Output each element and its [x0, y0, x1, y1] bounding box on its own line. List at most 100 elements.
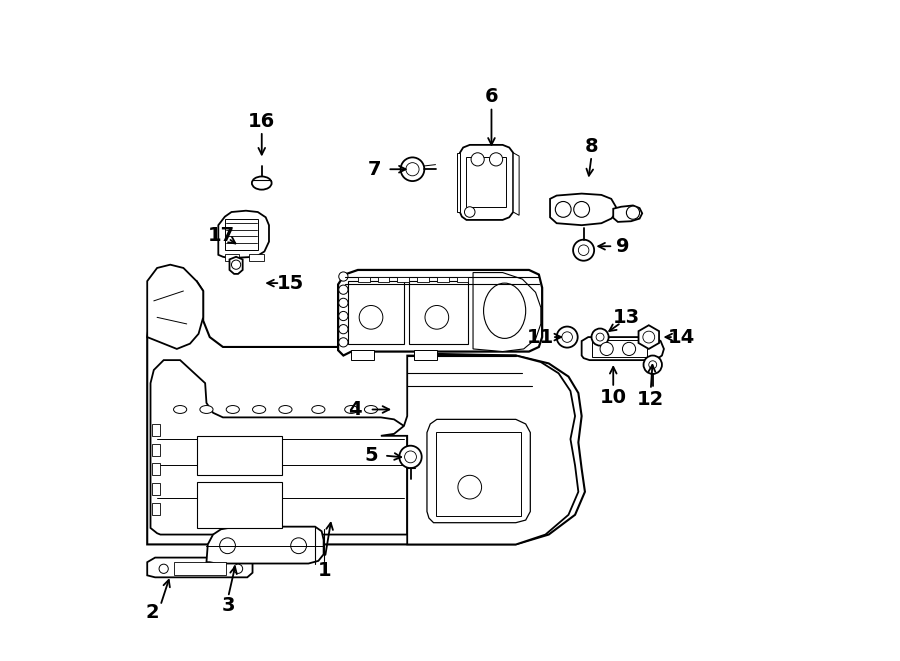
Text: 10: 10 — [599, 388, 626, 407]
Ellipse shape — [345, 406, 358, 413]
Bar — [196, 482, 283, 528]
Circle shape — [458, 475, 482, 499]
Text: 17: 17 — [207, 225, 235, 245]
Text: 14: 14 — [668, 328, 696, 346]
Bar — [225, 254, 239, 260]
Ellipse shape — [174, 406, 186, 413]
Bar — [591, 340, 647, 357]
Bar — [196, 436, 283, 475]
Text: 4: 4 — [347, 400, 362, 419]
Circle shape — [596, 333, 604, 341]
Polygon shape — [230, 256, 243, 274]
Bar — [436, 277, 449, 282]
Text: 8: 8 — [585, 137, 598, 156]
Bar — [152, 463, 160, 475]
Ellipse shape — [400, 157, 424, 181]
Circle shape — [338, 325, 348, 334]
Circle shape — [338, 338, 348, 347]
Ellipse shape — [253, 406, 266, 413]
Circle shape — [159, 564, 168, 573]
Circle shape — [591, 329, 608, 346]
Bar — [152, 503, 160, 515]
Polygon shape — [427, 419, 530, 523]
Circle shape — [643, 331, 654, 343]
Bar — [348, 281, 404, 344]
Circle shape — [573, 240, 594, 260]
Circle shape — [425, 305, 449, 329]
Bar — [378, 277, 390, 282]
Polygon shape — [638, 325, 659, 349]
Polygon shape — [581, 337, 664, 360]
Text: 13: 13 — [613, 308, 640, 327]
Text: 9: 9 — [616, 237, 629, 256]
Bar — [436, 432, 521, 516]
Circle shape — [573, 202, 590, 217]
Circle shape — [338, 272, 348, 281]
Circle shape — [626, 206, 640, 219]
Circle shape — [291, 538, 307, 554]
Polygon shape — [550, 194, 616, 225]
Bar — [152, 444, 160, 455]
Ellipse shape — [279, 406, 292, 413]
Circle shape — [338, 285, 348, 294]
Polygon shape — [460, 145, 513, 220]
Bar — [456, 277, 468, 282]
Text: 5: 5 — [364, 446, 378, 465]
Bar — [397, 277, 410, 282]
Bar — [466, 157, 506, 207]
Text: 3: 3 — [221, 596, 235, 615]
Circle shape — [338, 298, 348, 307]
Bar — [410, 281, 468, 344]
Ellipse shape — [252, 176, 272, 190]
Bar — [225, 219, 257, 251]
Polygon shape — [613, 206, 643, 222]
Ellipse shape — [311, 406, 325, 413]
Circle shape — [600, 342, 613, 356]
Bar — [249, 254, 264, 260]
Polygon shape — [148, 264, 203, 349]
Circle shape — [579, 245, 589, 255]
Circle shape — [359, 305, 382, 329]
Bar — [174, 563, 226, 575]
Circle shape — [623, 342, 635, 356]
Circle shape — [562, 332, 572, 342]
Bar — [358, 277, 370, 282]
Circle shape — [406, 163, 419, 176]
Ellipse shape — [200, 406, 213, 413]
Ellipse shape — [226, 406, 239, 413]
Bar — [414, 350, 436, 360]
Circle shape — [338, 311, 348, 321]
Text: 11: 11 — [527, 328, 554, 346]
Circle shape — [220, 538, 236, 554]
Circle shape — [556, 327, 578, 348]
Circle shape — [231, 260, 240, 269]
Text: 2: 2 — [146, 603, 159, 622]
Circle shape — [405, 451, 417, 463]
Circle shape — [464, 207, 475, 217]
Polygon shape — [148, 558, 253, 577]
Circle shape — [644, 356, 662, 374]
Text: 1: 1 — [318, 561, 332, 580]
Text: 16: 16 — [248, 112, 275, 131]
Ellipse shape — [483, 283, 526, 338]
Bar — [152, 424, 160, 436]
Text: 6: 6 — [485, 87, 499, 106]
Circle shape — [555, 202, 572, 217]
Polygon shape — [148, 278, 585, 545]
Bar — [351, 350, 374, 360]
Text: 12: 12 — [637, 390, 664, 409]
Circle shape — [471, 153, 484, 166]
Polygon shape — [473, 272, 541, 352]
Polygon shape — [219, 211, 269, 258]
Polygon shape — [456, 153, 460, 212]
Circle shape — [649, 361, 657, 369]
Polygon shape — [206, 527, 324, 564]
Polygon shape — [338, 270, 542, 356]
Text: 7: 7 — [367, 160, 381, 178]
Ellipse shape — [400, 446, 422, 468]
Bar — [417, 277, 429, 282]
Text: 15: 15 — [277, 274, 304, 293]
Bar — [152, 483, 160, 495]
Polygon shape — [150, 360, 407, 535]
Circle shape — [233, 564, 243, 573]
